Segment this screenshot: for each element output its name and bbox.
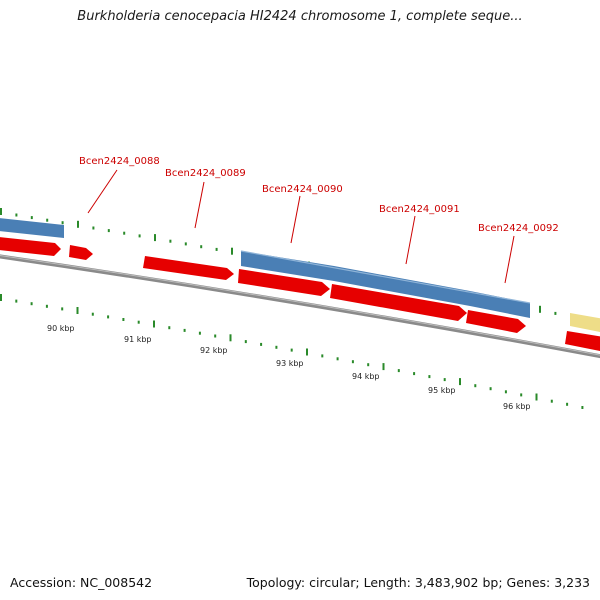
gc-minor-tick	[336, 357, 339, 361]
gene-label-leader	[87, 169, 118, 214]
ruler-tick-label: 91 kbp	[124, 335, 152, 344]
gc-minor-tick	[260, 342, 263, 346]
gc-major-tick	[535, 393, 538, 401]
feature-bar[interactable]	[570, 313, 600, 334]
gc-major-tick	[231, 247, 233, 255]
gc-minor-tick	[244, 340, 247, 344]
sequence-title: Burkholderia cenocepacia HI2424 chromoso…	[77, 9, 523, 24]
gc-major-tick	[153, 320, 155, 328]
gc-major-tick	[229, 334, 232, 342]
gc-minor-tick	[46, 218, 49, 222]
cds-arrow[interactable]	[69, 245, 93, 260]
gc-minor-tick	[581, 406, 584, 409]
gene-label[interactable]: Bcen2424_0092	[478, 223, 559, 234]
gc-minor-tick	[30, 216, 33, 220]
gc-minor-tick	[275, 345, 278, 349]
gc-minor-tick	[169, 239, 172, 243]
ruler-tick-label: 90 kbp	[47, 324, 75, 333]
gene-bar[interactable]	[334, 266, 470, 306]
gc-minor-tick	[198, 331, 201, 335]
gc-minor-tick	[489, 387, 492, 391]
gc-minor-tick	[61, 221, 64, 225]
gc-minor-tick	[15, 299, 18, 303]
ruler-tick-label: 96 kbp	[503, 402, 531, 411]
gc-minor-tick	[107, 229, 110, 233]
ruler-tick-label: 92 kbp	[200, 346, 228, 355]
gc-minor-tick	[61, 307, 64, 311]
gc-minor-tick	[413, 372, 416, 376]
cds-arrow[interactable]	[238, 269, 330, 296]
cds-track	[0, 236, 600, 353]
gc-major-tick	[539, 305, 541, 313]
gc-major-tick	[0, 208, 2, 215]
cds-arrow[interactable]	[0, 236, 61, 256]
chromosome-backbone	[0, 254, 600, 359]
gc-minor-tick	[137, 320, 140, 324]
gc-minor-tick	[550, 399, 553, 403]
gene-label[interactable]: Bcen2424_0089	[165, 168, 246, 179]
gc-minor-tick	[168, 326, 171, 330]
gene-label-leader	[194, 181, 205, 229]
gc-major-tick	[306, 348, 308, 356]
gene-bar[interactable]	[0, 217, 64, 238]
gc-minor-tick	[214, 334, 217, 338]
gc-minor-tick	[123, 231, 126, 235]
gc-minor-tick	[397, 369, 400, 373]
gc-minor-tick	[91, 312, 94, 316]
gc-minor-tick	[554, 311, 557, 315]
gc-minor-tick	[45, 304, 48, 308]
gc-minor-tick	[122, 318, 125, 321]
cds-arrow[interactable]	[330, 284, 467, 321]
gc-minor-tick	[351, 360, 354, 364]
gc-minor-tick	[183, 328, 186, 332]
ruler-tick-label: 93 kbp	[276, 359, 304, 368]
cds-arrow[interactable]	[143, 256, 234, 280]
gene-bar[interactable]	[241, 251, 334, 281]
gc-minor-tick	[15, 213, 18, 217]
ruler-tick-label: 94 kbp	[352, 372, 380, 381]
gc-minor-tick	[184, 242, 187, 246]
gc-major-tick	[77, 220, 79, 228]
gc-minor-tick	[92, 226, 95, 230]
gene-label[interactable]: Bcen2424_0090	[262, 184, 343, 195]
gene-labels: Bcen2424_0088 Bcen2424_0089 Bcen2424_009…	[79, 156, 559, 284]
gc-minor-tick	[215, 247, 218, 251]
gene-label[interactable]: Bcen2424_0088	[79, 156, 160, 167]
cds-arrow[interactable]	[565, 331, 600, 353]
gc-minor-tick	[107, 315, 110, 319]
sequence-summary: Topology: circular; Length: 3,483,902 bp…	[246, 575, 590, 590]
gene-label-leader	[405, 215, 416, 265]
cds-arrow[interactable]	[466, 310, 526, 333]
gc-major-tick	[154, 234, 156, 242]
gc-minor-tick	[520, 393, 523, 397]
gc-major-tick	[0, 294, 2, 301]
gc-minor-tick	[30, 302, 33, 306]
gc-minor-tick	[290, 348, 293, 352]
gc-major-tick	[76, 307, 79, 314]
gc-content-track-lower	[0, 294, 584, 409]
gc-minor-tick	[138, 234, 141, 238]
gc-minor-tick	[367, 363, 370, 367]
gene-track	[0, 217, 600, 334]
accession-label: Accession: NC_008542	[10, 575, 153, 590]
gc-minor-tick	[474, 384, 477, 388]
gc-major-tick	[382, 363, 385, 371]
gc-minor-tick	[321, 354, 324, 358]
ruler-tick-label: 95 kbp	[428, 386, 456, 395]
gc-minor-tick	[200, 245, 203, 249]
gc-minor-tick	[443, 378, 446, 382]
gene-label-leader	[504, 235, 515, 284]
chromosome-backbone-highlight	[0, 254, 600, 356]
gc-major-tick	[459, 378, 461, 386]
gc-minor-tick	[566, 402, 569, 406]
gc-minor-tick	[428, 375, 431, 379]
gene-label-leader	[290, 195, 301, 244]
gc-minor-tick	[504, 390, 507, 394]
gene-bar-edge	[240, 250, 531, 304]
gene-label[interactable]: Bcen2424_0091	[379, 204, 460, 215]
ruler-labels: 90 kbp 91 kbp 92 kbp 93 kbp 94 kbp 95 kb…	[47, 324, 531, 411]
gene-bar[interactable]	[470, 291, 530, 318]
